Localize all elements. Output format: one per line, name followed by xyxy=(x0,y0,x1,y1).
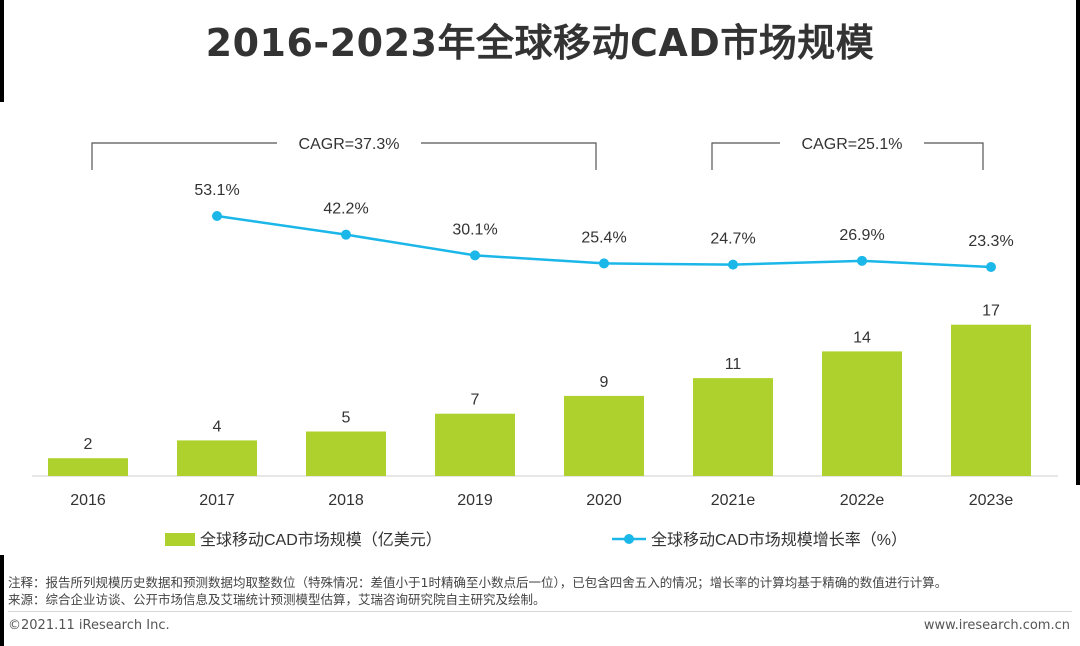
cagr-label: CAGR=37.3% xyxy=(299,136,400,153)
bar-2018 xyxy=(306,431,386,476)
legend: 全球移动CAD市场规模（亿美元） 全球移动CAD市场规模增长率（%） xyxy=(165,531,907,549)
bar-2021e xyxy=(693,378,773,476)
bar-value-label: 4 xyxy=(213,418,222,435)
right-edge-bar xyxy=(1076,0,1080,485)
x-tick-label: 2023e xyxy=(969,492,1014,509)
cagr-annotations: CAGR=37.3% CAGR=25.1% xyxy=(91,136,984,170)
growth-point-2022e xyxy=(857,255,867,266)
legend-bar-swatch xyxy=(165,533,195,546)
growth-point-2019 xyxy=(470,250,480,261)
x-tick-label: 2020 xyxy=(586,492,622,509)
source-text: 来源：综合企业访谈、公开市场信息及艾瑞统计预测模型估算，艾瑞咨询研究院自主研究及… xyxy=(8,592,546,607)
x-tick-label: 2018 xyxy=(328,492,364,509)
bar-2017 xyxy=(177,440,257,476)
bar-value-label: 14 xyxy=(853,329,871,346)
x-tick-label: 2017 xyxy=(199,492,235,509)
growth-value-label: 23.3% xyxy=(968,233,1013,250)
growth-value-label: 30.1% xyxy=(452,221,497,238)
bar-value-label: 17 xyxy=(982,303,1000,320)
legend-line-marker xyxy=(624,534,634,544)
bar-2022e xyxy=(822,351,902,476)
note-text: 注释：报告所列规模历史数据和预测数据均取整数位（特殊情况：差值小于1时精确至小数… xyxy=(8,575,948,590)
growth-value-label: 53.1% xyxy=(194,182,239,199)
left-edge-bar-top xyxy=(0,0,4,102)
legend-line-label: 全球移动CAD市场规模增长率（%） xyxy=(651,531,907,549)
growth-point-2023e xyxy=(986,262,996,272)
website-link[interactable]: www.iresearch.com.cn xyxy=(923,618,1070,633)
growth-value-label: 26.9% xyxy=(839,227,884,244)
growth-point-2017 xyxy=(212,211,222,221)
left-edge-bar-bottom xyxy=(0,555,4,646)
bar-series: 2 4 5 7 9 11 14 17 xyxy=(48,303,1031,476)
bar-2016 xyxy=(48,458,128,476)
growth-point-2018 xyxy=(341,229,351,240)
legend-bar-label: 全球移动CAD市场规模（亿美元） xyxy=(200,531,442,549)
x-tick-labels: 2016 2017 2018 2019 2020 2021e 2022e 2023e xyxy=(70,492,1013,509)
x-tick-label: 2016 xyxy=(70,492,106,509)
growth-value-label: 25.4% xyxy=(581,229,626,246)
bar-2020 xyxy=(564,395,644,476)
x-tick-label: 2021e xyxy=(711,492,756,509)
bar-value-label: 5 xyxy=(342,410,351,427)
cagr-bracket xyxy=(91,142,597,170)
line-series: 53.1% 42.2% 30.1% 25.4% 24.7% 26.9% 23.3% xyxy=(194,182,1014,272)
x-tick-label: 2022e xyxy=(840,492,885,509)
footer-divider xyxy=(8,611,1072,612)
bar-2019 xyxy=(435,413,515,476)
bar-value-label: 9 xyxy=(600,374,609,391)
x-tick-label: 2019 xyxy=(457,492,493,509)
growth-point-2020 xyxy=(599,258,609,269)
chart-canvas: CAGR=37.3% CAGR=25.1% 2 4 5 7 9 11 14 17 53.1% 42… xyxy=(32,136,1058,549)
bar-2023e xyxy=(951,324,1031,476)
chart-title: 2016-2023年全球移动CAD市场规模 xyxy=(205,21,875,65)
copyright: ©2021.11 iResearch Inc. xyxy=(8,618,170,633)
bar-value-label: 7 xyxy=(471,392,480,409)
bar-value-label: 2 xyxy=(84,436,93,453)
growth-value-label: 24.7% xyxy=(710,231,755,248)
cagr-bracket xyxy=(711,142,984,170)
growth-point-2021e xyxy=(728,259,738,270)
cagr-label: CAGR=25.1% xyxy=(802,136,903,153)
growth-value-label: 42.2% xyxy=(323,201,368,218)
bar-value-label: 11 xyxy=(725,356,742,373)
